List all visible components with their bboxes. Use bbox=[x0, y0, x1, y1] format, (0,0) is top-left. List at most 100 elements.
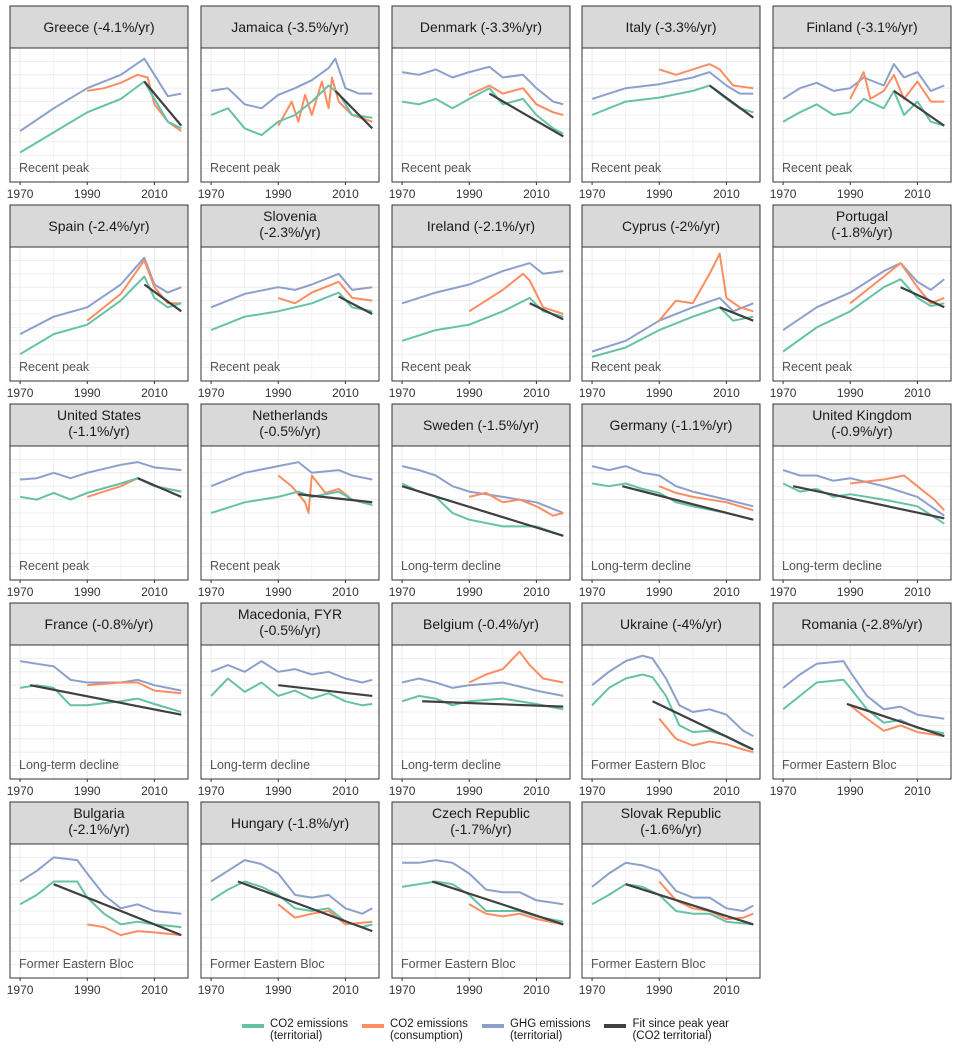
fit-line bbox=[529, 302, 564, 321]
plot-border bbox=[9, 843, 189, 979]
x-tick-label: 1970 bbox=[389, 585, 416, 599]
x-tick-label: 1970 bbox=[7, 983, 34, 997]
x-tick-label: 2010 bbox=[332, 386, 359, 400]
x-tick-label: 1990 bbox=[456, 585, 483, 599]
panel-group-label: Recent peak bbox=[782, 360, 853, 374]
fit-line bbox=[893, 89, 945, 127]
panel-header bbox=[391, 403, 571, 447]
panel-title: Hungary (-1.8%/yr) bbox=[231, 815, 349, 831]
panel-title: United States bbox=[57, 407, 141, 423]
x-tick-label: 1990 bbox=[74, 784, 101, 798]
series-line-co2-terr bbox=[210, 291, 373, 332]
series-line-co2-cons bbox=[468, 491, 564, 517]
x-tick-label: 1970 bbox=[198, 983, 225, 997]
panel-bulgaria-2-1-yr: Bulgaria(-2.1%/yr) Former Eastern Bloc 197… bbox=[7, 801, 189, 997]
panel-title: (-1.7%/yr) bbox=[450, 821, 511, 837]
series-line-co2-cons bbox=[468, 84, 564, 116]
legend-sublabel: (CO2 territorial) bbox=[632, 1030, 712, 1042]
series-line-co2-cons bbox=[468, 903, 564, 926]
panel-group-label: Recent peak bbox=[401, 360, 472, 374]
x-tick-label: 1970 bbox=[389, 386, 416, 400]
series-line-ghg bbox=[591, 654, 754, 737]
panel-title: Italy (-3.3%/yr) bbox=[625, 19, 716, 35]
legend-swatch-co2-consumption bbox=[361, 1024, 384, 1028]
x-tick-label: 1990 bbox=[74, 585, 101, 599]
plot-border bbox=[9, 47, 189, 183]
series-line-ghg bbox=[210, 461, 373, 488]
panel-title: Czech Republic bbox=[432, 805, 530, 821]
legend-swatch-co2-territorial bbox=[242, 1024, 264, 1028]
series-line-ghg bbox=[782, 262, 945, 331]
plot-border bbox=[581, 644, 761, 780]
plot-border bbox=[772, 445, 952, 581]
x-tick-label: 1970 bbox=[7, 386, 34, 400]
series-line-ghg bbox=[591, 71, 754, 100]
panel-title: Bulgaria bbox=[73, 805, 125, 821]
plot-border bbox=[772, 246, 952, 382]
panel-title: Romania (-2.8%/yr) bbox=[801, 616, 922, 632]
series-line-co2-terr bbox=[210, 677, 373, 707]
legend-label: Fit since peak year bbox=[632, 1018, 729, 1030]
fit-line bbox=[334, 90, 374, 130]
panel-title: Spain (-2.4%/yr) bbox=[48, 218, 149, 234]
plot-border bbox=[772, 47, 952, 183]
panel-title: (-2.1%/yr) bbox=[68, 821, 129, 837]
panel-denmark-3-3-yr: Denmark (-3.3%/yr) Recent peak 1970 1990 201… bbox=[389, 5, 571, 201]
panel-group-label: Recent peak bbox=[210, 161, 281, 175]
panel-title: France (-0.8%/yr) bbox=[45, 616, 154, 632]
series-line-ghg bbox=[210, 660, 373, 684]
x-tick-label: 2010 bbox=[523, 784, 550, 798]
series-line-ghg bbox=[782, 63, 945, 100]
panel-group-label: Recent peak bbox=[591, 161, 662, 175]
series-line-ghg bbox=[19, 57, 182, 132]
series-line-ghg bbox=[19, 660, 182, 692]
plot-border bbox=[200, 246, 380, 382]
x-tick-label: 1970 bbox=[7, 784, 34, 798]
x-tick-label: 1970 bbox=[770, 784, 797, 798]
fit-line bbox=[278, 684, 373, 698]
panel-germany-1-1-yr: Germany (-1.1%/yr) Long-term decline 1970 1… bbox=[579, 403, 761, 599]
series-line-co2-terr bbox=[782, 278, 945, 353]
series-line-ghg bbox=[782, 469, 945, 517]
panel-group-label: Former Eastern Bloc bbox=[401, 957, 516, 971]
x-tick-label: 2010 bbox=[141, 386, 168, 400]
series-line-ghg bbox=[401, 262, 564, 305]
series-line-co2-cons bbox=[658, 485, 754, 512]
panel-header bbox=[9, 801, 189, 845]
panel-header bbox=[391, 5, 571, 49]
series-line-ghg bbox=[401, 65, 564, 106]
x-tick-label: 1990 bbox=[265, 386, 292, 400]
panel-group-label: Recent peak bbox=[19, 161, 90, 175]
panel-header bbox=[772, 403, 952, 447]
series-line-ghg bbox=[401, 677, 564, 697]
panel-title: Slovenia bbox=[263, 208, 317, 224]
panel-czech-republic-1-7-yr: Czech Republic(-1.7%/yr) Former Eastern B… bbox=[389, 801, 571, 997]
plot-border bbox=[581, 47, 761, 183]
fit-line bbox=[143, 283, 182, 313]
panel-header bbox=[391, 801, 571, 845]
panel-greece-4-1-yr: Greece (-4.1%/yr) Recent peak 1970 1990 2010 bbox=[7, 5, 189, 201]
plot-border bbox=[200, 644, 380, 780]
panel-france-0-8-yr: France (-0.8%/yr) Long-term decline 1970 19… bbox=[7, 602, 189, 798]
panel-title: Sweden (-1.5%/yr) bbox=[423, 417, 539, 433]
panel-title: Macedonia, FYR bbox=[238, 606, 342, 622]
x-tick-label: 1990 bbox=[74, 187, 101, 201]
panel-group-label: Former Eastern Bloc bbox=[782, 758, 897, 772]
x-tick-label: 2010 bbox=[713, 784, 740, 798]
series-line-ghg bbox=[591, 465, 754, 508]
panel-title: Ireland (-2.1%/yr) bbox=[427, 218, 535, 234]
panel-title: United Kingdom bbox=[812, 407, 912, 423]
panel-header bbox=[581, 204, 761, 248]
x-tick-label: 1970 bbox=[7, 585, 34, 599]
fit-line bbox=[719, 306, 754, 322]
x-tick-label: 1990 bbox=[646, 386, 673, 400]
series-line-ghg bbox=[401, 465, 564, 514]
plot-border bbox=[581, 445, 761, 581]
plot-border bbox=[200, 47, 380, 183]
x-tick-label: 2010 bbox=[523, 585, 550, 599]
series-line-co2-terr bbox=[19, 80, 182, 154]
panel-title: (-2.3%/yr) bbox=[259, 224, 320, 240]
panel-title: Denmark (-3.3%/yr) bbox=[420, 19, 542, 35]
x-tick-label: 1990 bbox=[837, 187, 864, 201]
plot-border bbox=[200, 843, 380, 979]
